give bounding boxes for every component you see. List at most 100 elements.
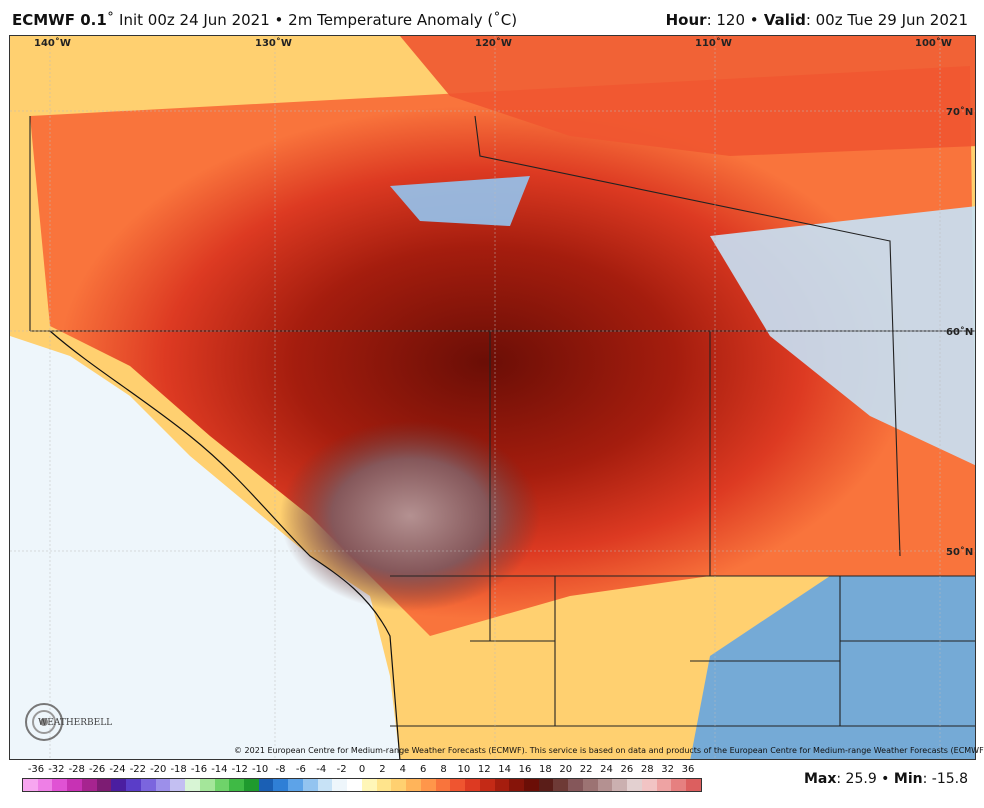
min-label: Min bbox=[893, 771, 923, 787]
color-scale-label: -20 bbox=[150, 764, 167, 775]
longitude-label: 110˚W bbox=[695, 38, 732, 49]
color-scale-swatch bbox=[376, 779, 392, 791]
color-scale-swatch bbox=[52, 779, 68, 791]
color-scale-swatch bbox=[406, 779, 421, 791]
color-scale-label: -4 bbox=[316, 764, 327, 775]
weatherbell-logo bbox=[25, 703, 63, 741]
color-scale-label: 10 bbox=[457, 764, 471, 775]
color-scale-label: 32 bbox=[661, 764, 674, 775]
color-scale-label: -8 bbox=[275, 764, 286, 775]
max-value: : 25.9 bbox=[836, 771, 877, 787]
color-scale-label: -2 bbox=[336, 764, 347, 775]
min-value: : -15.8 bbox=[922, 771, 968, 787]
color-scale-swatch bbox=[302, 779, 318, 791]
color-scale-swatch bbox=[671, 779, 687, 791]
color-scale-swatch bbox=[686, 779, 701, 791]
color-scale-labels: -36 -32 -28 -26 -24 -22 -20 -18 -16 -14 -12 -10 -8 -6… bbox=[22, 764, 702, 778]
color-scale-bar bbox=[22, 778, 702, 792]
latitude-label: 50˚N bbox=[946, 547, 974, 558]
color-scale-label: 8 bbox=[440, 764, 447, 775]
color-scale-swatch bbox=[229, 779, 245, 791]
color-scale-swatch bbox=[67, 779, 82, 791]
longitude-label: 100˚W bbox=[915, 38, 952, 49]
color-scale-label: -36 bbox=[27, 764, 45, 775]
valid-label: Valid bbox=[758, 11, 806, 29]
degree-symbol: ˚ bbox=[106, 11, 115, 29]
color-scale-swatch bbox=[317, 779, 333, 791]
color-scale-swatch bbox=[288, 779, 303, 791]
color-scale-label: -22 bbox=[129, 764, 147, 775]
color-scale-label: 24 bbox=[600, 764, 613, 775]
color-scale-swatch bbox=[23, 779, 38, 791]
max-label: Max bbox=[803, 771, 837, 787]
longitude-label: 120˚W bbox=[475, 38, 512, 49]
arctic-islands bbox=[400, 36, 975, 156]
color-scale-label: -28 bbox=[68, 764, 85, 775]
color-scale: -36 -32 -28 -26 -24 -22 -20 -18 -16 -14 -12 -10 -8 -6… bbox=[22, 764, 702, 794]
cool-anomaly-south bbox=[690, 576, 975, 759]
color-scale-swatch bbox=[450, 779, 466, 791]
cool-anomaly-north bbox=[710, 206, 975, 466]
temperature-anomaly-map bbox=[9, 35, 976, 760]
color-scale-swatch bbox=[170, 779, 186, 791]
color-scale-label: -26 bbox=[88, 764, 106, 775]
color-scale-label: 6 bbox=[419, 764, 427, 775]
color-scale-label: 20 bbox=[559, 764, 573, 775]
graticule bbox=[10, 36, 975, 759]
separator: • bbox=[749, 11, 759, 29]
color-scale-swatch bbox=[140, 779, 156, 791]
color-scale-swatch bbox=[641, 779, 657, 791]
color-scale-swatch bbox=[185, 779, 200, 791]
color-scale-label: -14 bbox=[211, 764, 228, 775]
color-scale-swatch bbox=[435, 779, 451, 791]
valid-value: : 00z Tue 29 Jun 2021 bbox=[805, 11, 968, 29]
max-min-stats: Max: 25.9 • Min: -15.8 bbox=[804, 771, 968, 787]
color-scale-swatch bbox=[273, 779, 289, 791]
hour-label: Hour bbox=[665, 11, 707, 29]
color-scale-swatch bbox=[332, 779, 348, 791]
color-scale-swatch bbox=[81, 779, 97, 791]
color-scale-swatch bbox=[258, 779, 274, 791]
color-scale-swatch bbox=[523, 779, 539, 791]
color-scale-swatch bbox=[420, 779, 436, 791]
coastline bbox=[49, 330, 401, 759]
color-scale-swatch bbox=[568, 779, 583, 791]
color-scale-swatch bbox=[244, 779, 259, 791]
color-scale-label: 0 bbox=[358, 764, 366, 775]
color-scale-label: 14 bbox=[498, 764, 511, 775]
color-scale-label: 4 bbox=[399, 764, 406, 775]
map-graphic bbox=[10, 36, 975, 759]
color-scale-label: -16 bbox=[190, 764, 208, 775]
color-scale-label: -18 bbox=[170, 764, 187, 775]
color-scale-swatch bbox=[479, 779, 495, 791]
color-scale-swatch bbox=[465, 779, 480, 791]
valid-time-info: Hour: 120 • Valid: 00z Tue 29 Jun 2021 bbox=[666, 11, 968, 29]
color-scale-label: -32 bbox=[48, 764, 65, 775]
color-scale-label: 18 bbox=[539, 764, 552, 775]
color-scale-swatch bbox=[214, 779, 230, 791]
color-scale-swatch bbox=[126, 779, 141, 791]
color-scale-swatch bbox=[199, 779, 215, 791]
color-scale-swatch bbox=[627, 779, 642, 791]
init-time: Init 00z 24 Jun 2021 bbox=[114, 11, 270, 29]
color-scale-swatch bbox=[612, 779, 628, 791]
color-scale-swatch bbox=[553, 779, 569, 791]
field-name: 2m Temperature Anomaly (˚C) bbox=[288, 11, 518, 29]
separator: • bbox=[876, 771, 894, 787]
color-scale-swatch bbox=[347, 779, 362, 791]
hour-value: : 120 bbox=[706, 11, 750, 29]
color-scale-label: 16 bbox=[518, 764, 532, 775]
color-scale-swatch bbox=[494, 779, 510, 791]
longitude-label: 140˚W bbox=[34, 38, 71, 49]
color-scale-label: 2 bbox=[379, 764, 386, 775]
color-scale-label: 26 bbox=[620, 764, 634, 775]
map-title: ECMWF 0.1˚ Init 00z 24 Jun 2021 • 2m Tem… bbox=[12, 11, 517, 29]
copyright-notice: © 2021 European Centre for Medium-range … bbox=[234, 746, 984, 755]
model-name: ECMWF 0.1 bbox=[12, 11, 107, 29]
color-scale-swatch bbox=[96, 779, 112, 791]
heat-anomaly-region bbox=[30, 66, 975, 636]
color-scale-swatch bbox=[538, 779, 554, 791]
latitude-label: 60˚N bbox=[946, 327, 974, 338]
color-scale-swatch bbox=[509, 779, 524, 791]
color-scale-label: -6 bbox=[295, 764, 306, 775]
